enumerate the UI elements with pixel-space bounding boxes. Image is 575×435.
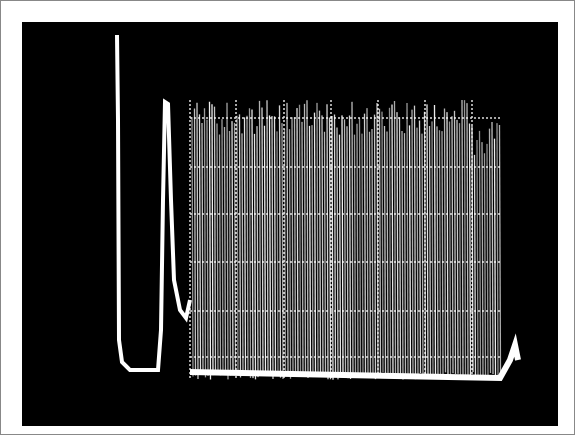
oscilloscope-photo [0, 0, 575, 435]
page: (() => { const ns = 'http://www.w3.org/2… [0, 0, 575, 435]
